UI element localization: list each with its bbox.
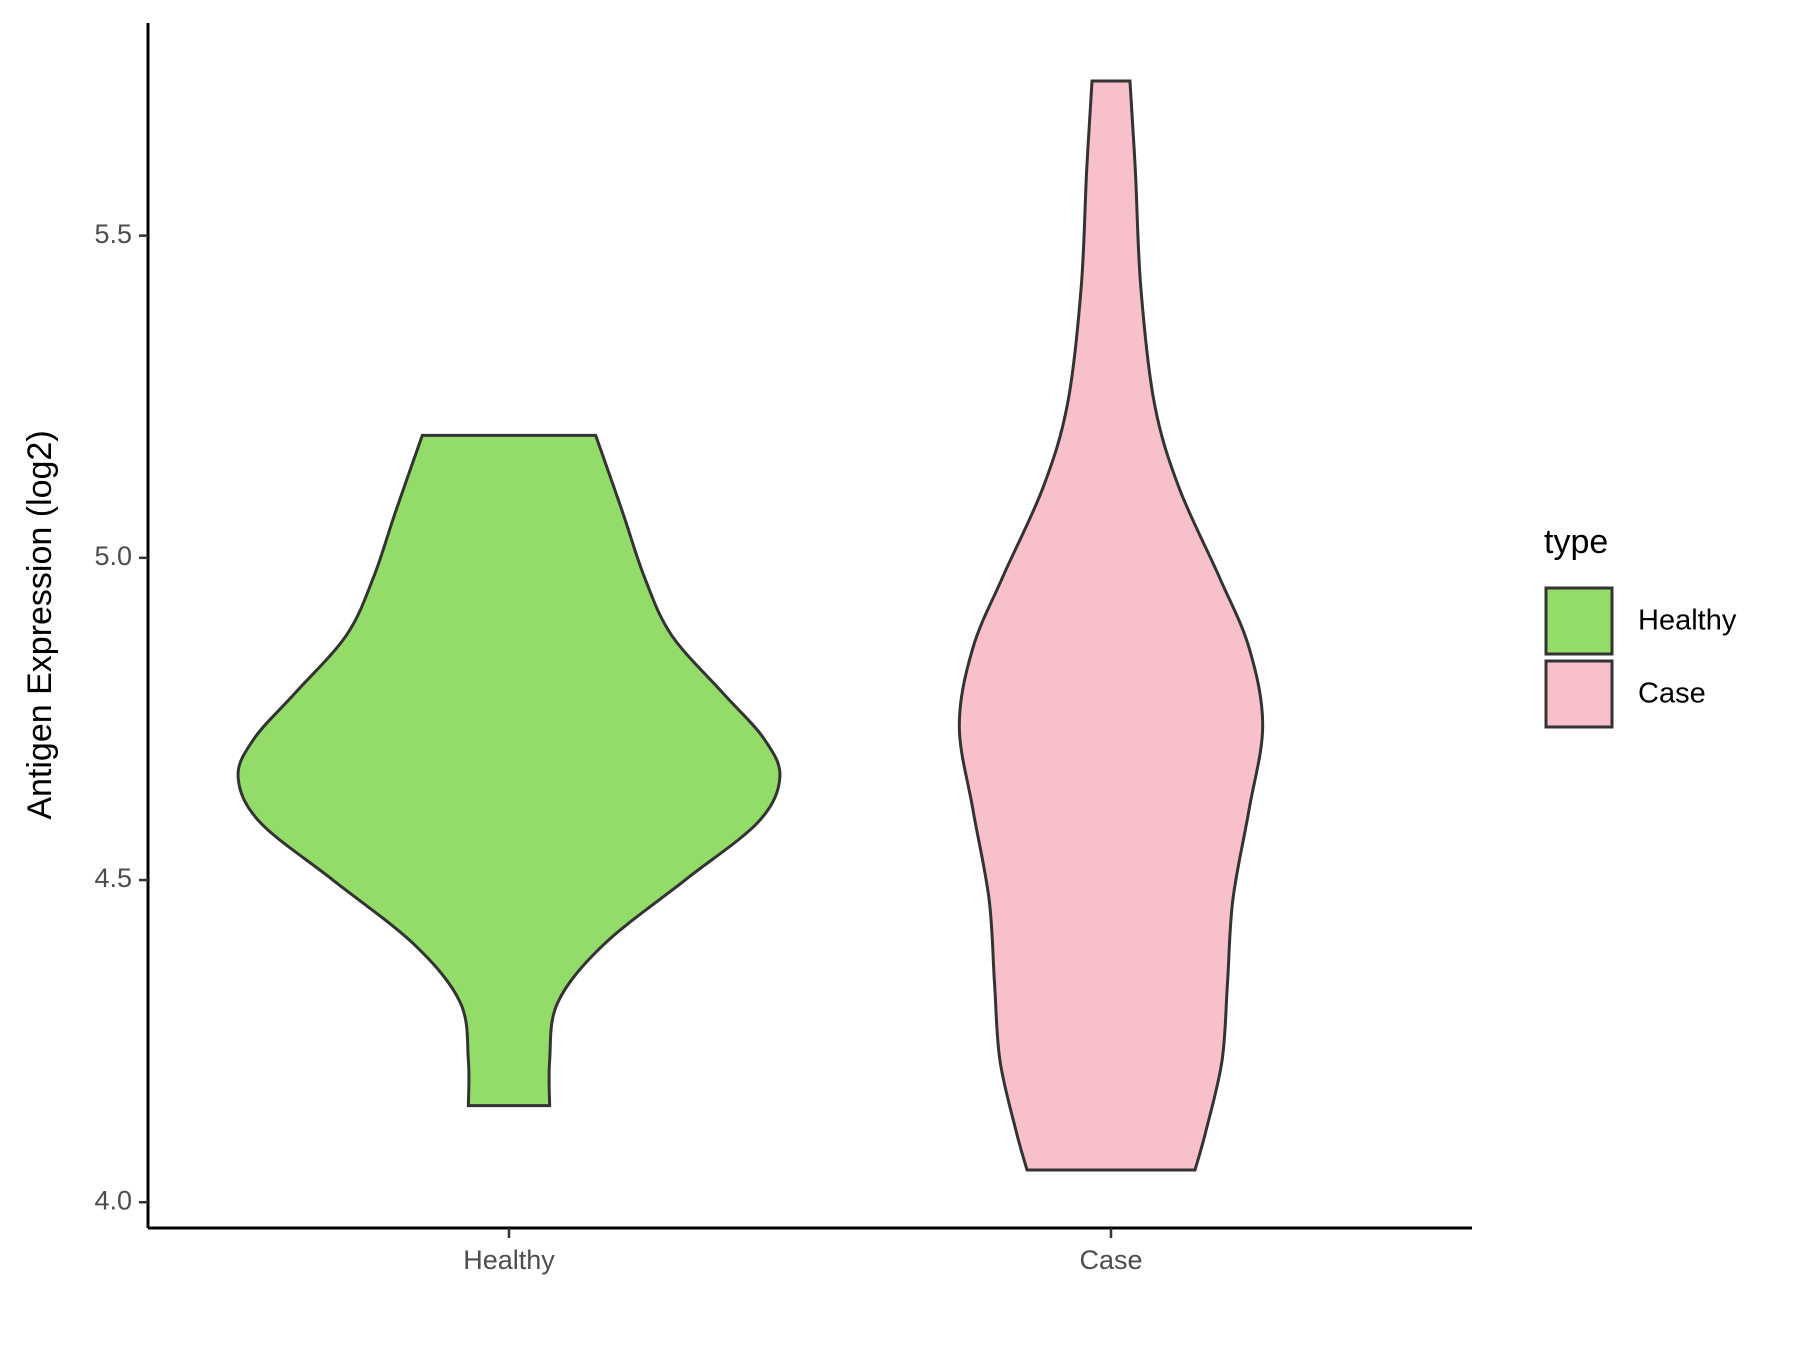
legend-label: Healthy (1638, 605, 1737, 637)
y-axis-title: Antigen Expression (log2) (21, 430, 59, 819)
violin (957, 79, 1265, 1172)
legend-key (1544, 586, 1614, 656)
y-tick-label: 4.0 (94, 1185, 132, 1215)
x-tick-label: Healthy (463, 1245, 555, 1275)
legend-key (1544, 659, 1614, 729)
y-tick-label: 4.5 (94, 863, 132, 893)
violin (236, 433, 782, 1108)
x-tick-label: Case (1079, 1245, 1142, 1275)
y-tick-label: 5.0 (94, 541, 132, 571)
legend-title: type (1544, 523, 1608, 561)
legend-label: Case (1638, 678, 1706, 710)
y-tick-label: 5.5 (94, 219, 132, 249)
